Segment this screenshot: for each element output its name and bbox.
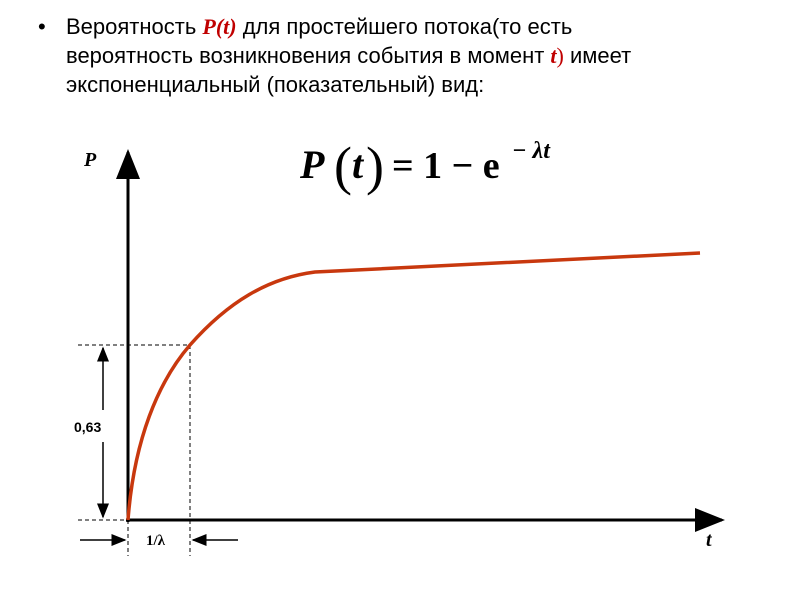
text: Вероятность bbox=[66, 14, 203, 39]
text: t bbox=[550, 43, 557, 68]
y-axis-label: P bbox=[83, 149, 97, 171]
formula-rhs: = 1 − e bbox=[392, 145, 500, 187]
text: экспоненциальный (показательный) вид: bbox=[66, 72, 485, 97]
text: вероятность возникновения события в моме… bbox=[66, 43, 551, 68]
text-line: вероятность возникновения события в моме… bbox=[66, 41, 631, 70]
text: ) bbox=[556, 43, 564, 68]
text-line: Вероятность P(t) для простейшего потока(… bbox=[66, 12, 631, 41]
bullet-text: • Вероятность P(t) для простейшего поток… bbox=[38, 12, 631, 99]
bullet-marker: • bbox=[38, 14, 46, 39]
formula-exp: − λt bbox=[512, 138, 551, 164]
formula-paren: ( bbox=[334, 136, 352, 196]
x-axis-label: t bbox=[706, 529, 713, 551]
text: для простейшего потока(то есть bbox=[236, 14, 573, 39]
text: имеет bbox=[563, 43, 632, 68]
formula-paren: ) bbox=[366, 136, 384, 196]
time-label: 1/λ bbox=[146, 533, 166, 549]
curve bbox=[126, 251, 701, 521]
level-label: 0,63 bbox=[74, 419, 101, 435]
formula-p: P bbox=[299, 142, 325, 187]
text-line: экспоненциальный (показательный) вид: bbox=[66, 70, 631, 99]
formula-arg: t bbox=[352, 142, 365, 187]
guides bbox=[78, 344, 191, 556]
text: P(t) bbox=[202, 14, 237, 39]
